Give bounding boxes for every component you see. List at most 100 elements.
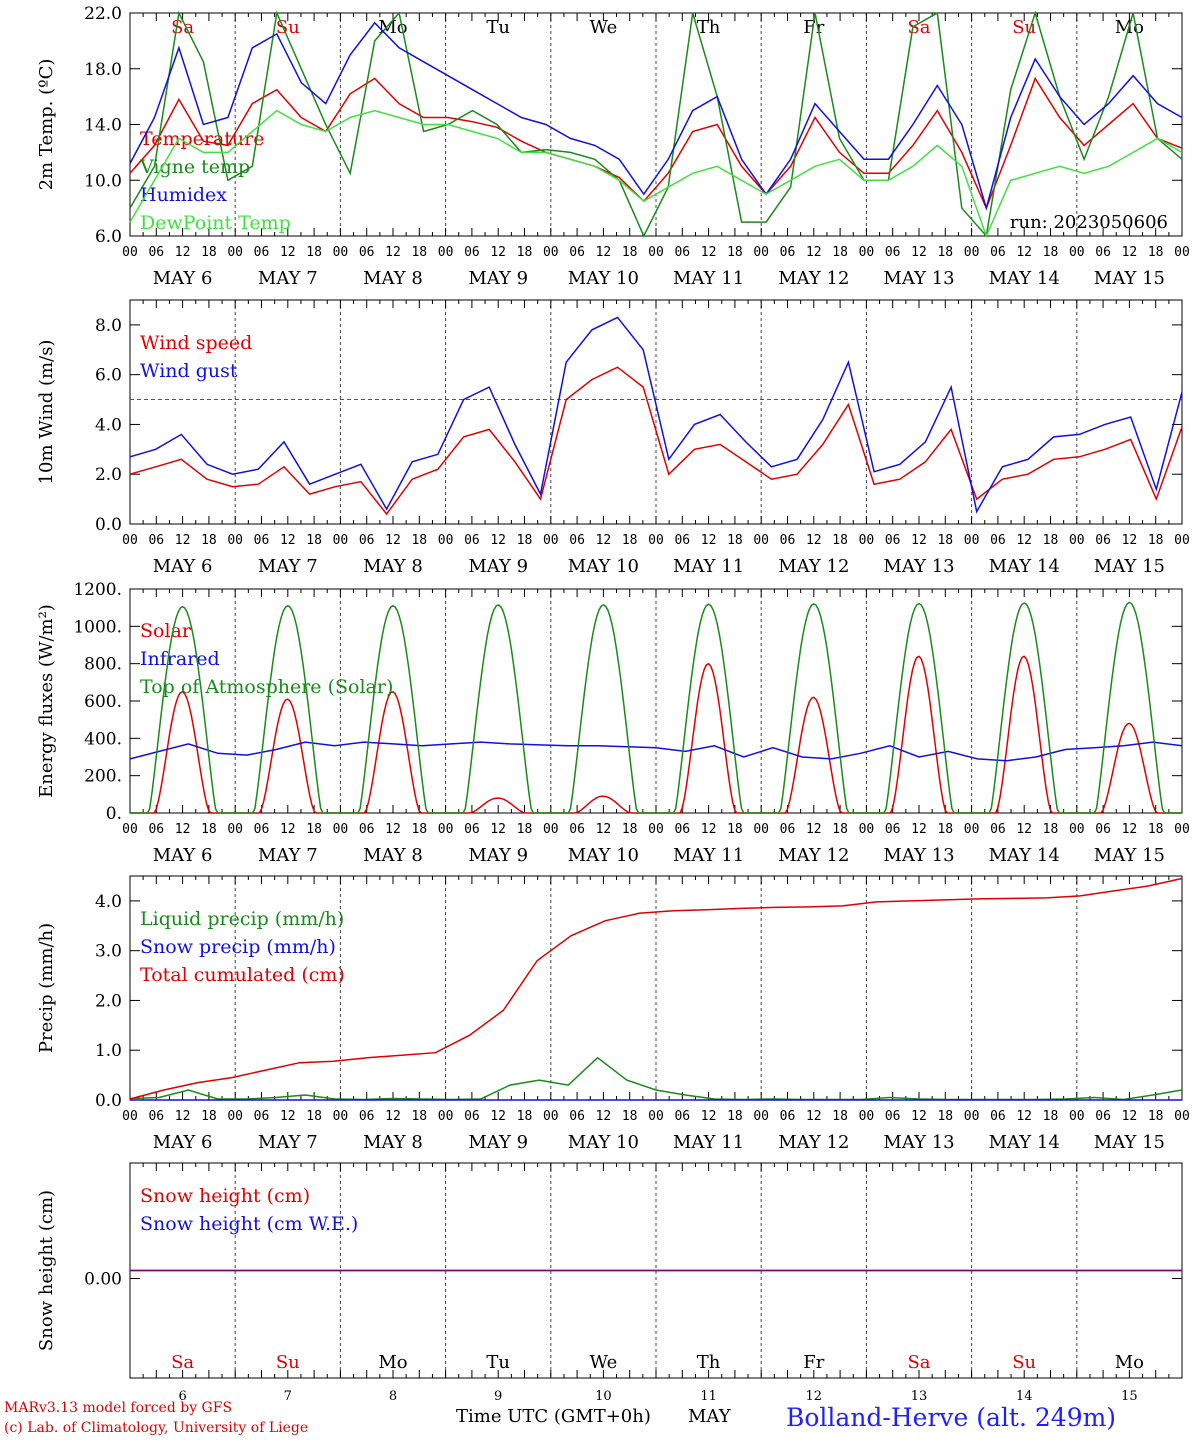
legend-entry: Liquid precip (mm/h): [140, 908, 344, 930]
y-axis-label: 10m Wind (m/s): [36, 340, 57, 485]
hour-tick-label: 06: [464, 822, 480, 837]
hour-tick-label: 06: [1095, 1109, 1111, 1124]
hour-tick-label: 12: [490, 245, 506, 260]
date-label: MAY 9: [468, 1132, 528, 1153]
hour-tick-label: 00: [543, 245, 559, 260]
weekday-label: Su: [1012, 17, 1036, 38]
date-label: MAY 6: [153, 556, 213, 577]
y-tick-label: 800.: [84, 655, 122, 675]
hour-tick-label: 12: [911, 533, 927, 548]
hour-tick-label: 00: [753, 533, 769, 548]
hour-tick-label: 12: [1016, 245, 1032, 260]
weekday-label: Fr: [803, 1352, 824, 1373]
hour-tick-label: 06: [148, 245, 164, 260]
hour-tick-label: 06: [148, 822, 164, 837]
legend-entry: Infrared: [140, 648, 220, 670]
weekday-label: Sa: [907, 1352, 930, 1373]
hour-tick-label: 06: [674, 533, 690, 548]
date-label: MAY 12: [778, 268, 849, 289]
hour-tick-label: 06: [990, 822, 1006, 837]
plot-frame: [129, 588, 1183, 814]
day-number-label: 9: [494, 1389, 502, 1404]
copyright-credit: (c) Lab. of Climatology, University of L…: [4, 1420, 309, 1436]
date-label: MAY 7: [258, 845, 318, 866]
hour-tick-label: 06: [885, 822, 901, 837]
hour-tick-label: 06: [254, 533, 270, 548]
y-tick-label: 200.: [84, 767, 122, 787]
y-tick-label: 3.0: [95, 942, 122, 962]
hour-tick-label: 12: [701, 1109, 717, 1124]
hour-tick-label: 00: [964, 1109, 980, 1124]
y-tick-label: 2.0: [95, 465, 122, 485]
series-line: [129, 109, 1183, 239]
hour-tick-label: 12: [806, 533, 822, 548]
date-label: MAY 11: [673, 556, 744, 577]
hour-tick-label: 12: [596, 533, 612, 548]
hour-tick-label: 00: [753, 822, 769, 837]
hour-tick-label: 06: [780, 533, 796, 548]
y-tick-label: 600.: [84, 692, 122, 712]
y-tick-label: 1000.: [73, 617, 122, 637]
y-axis-label: Precip (mm/h): [36, 923, 57, 1053]
date-label: MAY 13: [883, 1132, 954, 1153]
hour-tick-label: 06: [674, 822, 690, 837]
date-label: MAY 10: [568, 1132, 639, 1153]
panel-3: 1200. 1000. 800. 600. 400. 200. 0. Energy fluxe…: [36, 580, 1190, 866]
hour-tick-label: 00: [122, 533, 138, 548]
hour-tick-label: 18: [1148, 533, 1164, 548]
date-label: MAY 14: [989, 1132, 1060, 1153]
hour-tick-label: 00: [964, 822, 980, 837]
hour-tick-label: 12: [911, 245, 927, 260]
hour-tick-label: 06: [359, 245, 375, 260]
hour-tick-label: 12: [1016, 1109, 1032, 1124]
hour-tick-label: 00: [333, 1109, 349, 1124]
hour-tick-label: 12: [175, 245, 191, 260]
date-label: MAY 7: [258, 268, 318, 289]
legend-entry: Snow height (cm W.E.): [140, 1213, 358, 1235]
hour-tick-label: 12: [596, 822, 612, 837]
hour-tick-label: 12: [1122, 822, 1138, 837]
hour-tick-label: 18: [622, 245, 638, 260]
hour-tick-label: 06: [674, 1109, 690, 1124]
y-axis-label: Energy fluxes (W/m²): [36, 604, 57, 798]
hour-tick-label: 12: [175, 822, 191, 837]
date-label: MAY 6: [153, 845, 213, 866]
hour-tick-label: 18: [937, 1109, 953, 1124]
panel-2: 8.0 6.0 4.0 2.0 0.0 10m Wind (m/s) 00 06 12 18 MAY…: [36, 299, 1190, 577]
hour-tick-label: 18: [727, 245, 743, 260]
hour-tick-label: 12: [1122, 1109, 1138, 1124]
hour-tick-label: 00: [859, 245, 875, 260]
hour-tick-label: 18: [622, 1109, 638, 1124]
y-tick-label: 14.0: [84, 116, 122, 136]
hour-tick-label: 12: [806, 1109, 822, 1124]
date-label: MAY 9: [468, 556, 528, 577]
hour-tick-label: 00: [859, 822, 875, 837]
day-number-label: 6: [178, 1389, 186, 1404]
hour-tick-label: 18: [411, 822, 427, 837]
hour-tick-label: 12: [490, 822, 506, 837]
series-line: [129, 76, 1183, 211]
y-tick-label: 18.0: [84, 60, 122, 80]
legend-entry: Vigne temp: [139, 156, 250, 178]
hour-tick-label: 12: [806, 822, 822, 837]
hour-tick-label: 06: [990, 533, 1006, 548]
hour-tick-label: 00: [1174, 533, 1190, 548]
legend-entry: Wind speed: [140, 332, 252, 354]
legend-entry: Humidex: [140, 184, 227, 206]
hour-tick-label: 00: [1069, 533, 1085, 548]
hour-tick-label: 00: [648, 1109, 664, 1124]
hour-tick-label: 12: [701, 533, 717, 548]
hour-tick-label: 18: [1148, 822, 1164, 837]
hour-tick-label: 00: [122, 822, 138, 837]
weekday-label: We: [590, 17, 618, 38]
legend-entry: Solar: [140, 620, 192, 642]
date-label: MAY 7: [258, 1132, 318, 1153]
y-tick-label: 0.0: [95, 1091, 122, 1111]
legend-entry: DewPoint Temp: [140, 212, 291, 234]
y-axis-label: 2m Temp. (ºC): [36, 59, 57, 191]
date-label: MAY 7: [258, 556, 318, 577]
hour-tick-label: 12: [385, 533, 401, 548]
hour-tick-label: 00: [859, 533, 875, 548]
hour-tick-label: 06: [885, 1109, 901, 1124]
